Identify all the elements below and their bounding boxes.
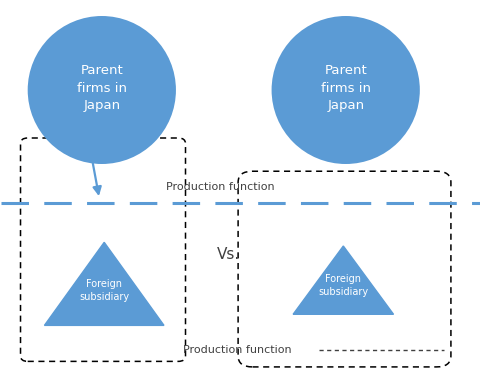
Text: Foreign
subsidiary: Foreign subsidiary [79, 279, 129, 302]
Text: Production function: Production function [166, 182, 275, 192]
Text: Foreign
subsidiary: Foreign subsidiary [318, 275, 368, 297]
Text: Parent
firms in
Japan: Parent firms in Japan [77, 64, 127, 112]
Polygon shape [292, 246, 393, 314]
Ellipse shape [271, 16, 419, 164]
Text: Vs.: Vs. [216, 247, 240, 262]
Text: Production function: Production function [183, 345, 291, 355]
Ellipse shape [28, 16, 176, 164]
Polygon shape [44, 242, 164, 326]
Text: Parent
firms in
Japan: Parent firms in Japan [320, 64, 370, 112]
